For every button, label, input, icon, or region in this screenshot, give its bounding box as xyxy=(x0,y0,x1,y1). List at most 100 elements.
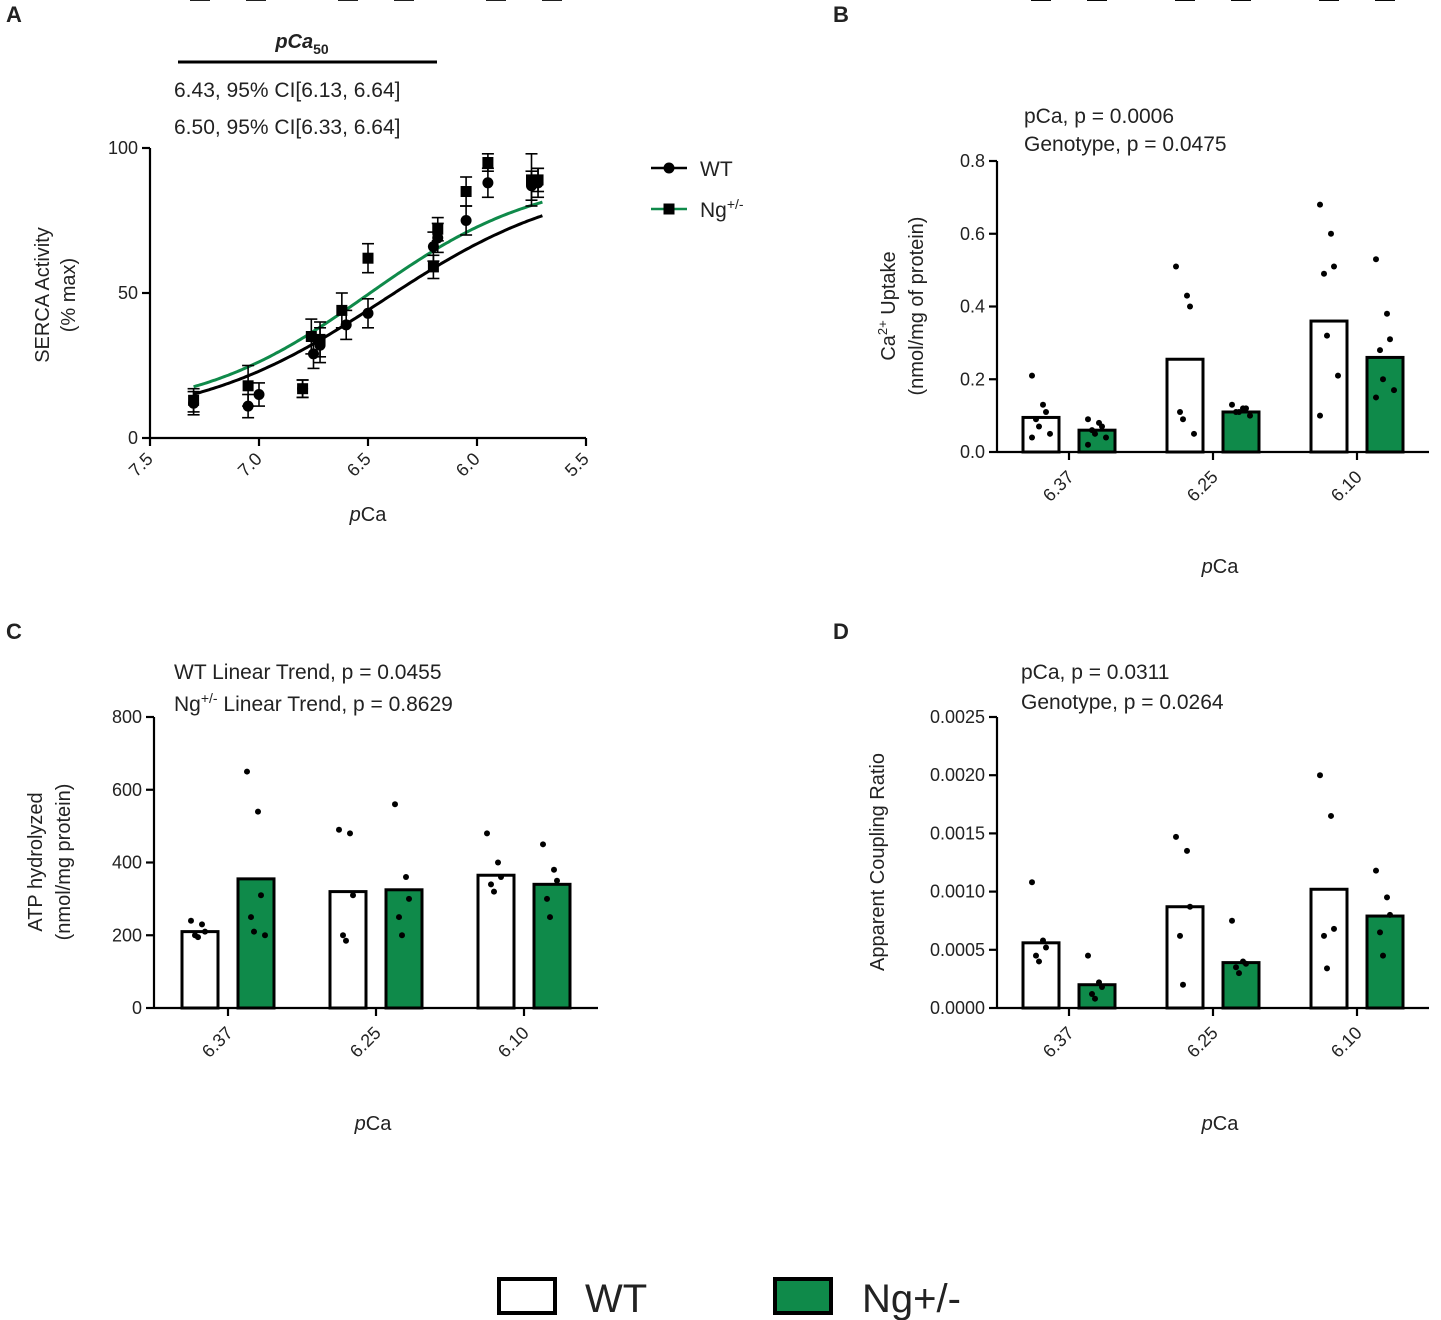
panel-d-ylabel: Apparent Coupling Ratio xyxy=(867,753,889,971)
panel-c-datapoint-ng xyxy=(255,808,261,815)
panel-c-bar-ng xyxy=(384,888,424,1010)
panel-d-ytick-label: 0.0015 xyxy=(930,823,985,843)
panel-d-ytick-label: 0.0020 xyxy=(930,765,985,785)
panel-a-xlabel-p: p xyxy=(349,504,361,526)
panel-a-ytick-label: 0 xyxy=(128,428,138,448)
panel-b-datapoint-ng xyxy=(1243,405,1249,412)
panel-a-point-ng xyxy=(482,157,494,168)
panel-b-datapoint-ng xyxy=(1373,256,1379,263)
panel-b-datapoint-wt xyxy=(1317,412,1323,419)
panel-c-datapoint-ng xyxy=(406,895,412,902)
pca50-header-main: pCa xyxy=(274,31,313,53)
legend-a-ng-label: Ng+/- xyxy=(700,196,744,222)
panel-c-ytick-label: 800 xyxy=(112,707,142,727)
panel-a-xtick-label: 6.5 xyxy=(343,449,375,481)
panel-d-datapoint-wt xyxy=(1324,965,1330,972)
panel-c-stat-1: WT Linear Trend, p = 0.0455 xyxy=(174,661,442,684)
panel-c-datapoint-wt xyxy=(195,934,201,941)
panel-b-datapoint-ng xyxy=(1380,376,1386,383)
panel-c-ytick-label: 0 xyxy=(132,998,142,1018)
panel-c-datapoint-wt xyxy=(340,932,346,939)
panel-d-xtick-label: 6.10 xyxy=(1327,1023,1366,1062)
panel-b-xtick-label: 6.37 xyxy=(1039,467,1078,506)
panel-d-datapoint-wt xyxy=(1033,952,1039,959)
panel-c-datapoint-wt xyxy=(199,921,205,928)
bottom-legend-ng-label: Ng+/- xyxy=(862,1277,961,1320)
panel-b-bar-wt xyxy=(1021,415,1061,454)
panel-c-datapoint-ng xyxy=(396,914,402,921)
panel-d-stat-2: Genotype, p = 0.0264 xyxy=(1021,691,1224,714)
bottom-legend-wt-label: WT xyxy=(585,1277,647,1320)
panel-b-xtick-label: 6.10 xyxy=(1327,467,1366,506)
panel-label-d: D xyxy=(833,619,849,644)
panel-b-datapoint-ng xyxy=(1247,412,1253,419)
panel-b-datapoint-ng xyxy=(1384,310,1390,317)
panel-d-datapoint-wt xyxy=(1321,932,1327,939)
legend-a-wt-label: WT xyxy=(700,158,733,181)
panel-b-datapoint-wt xyxy=(1184,292,1190,299)
panel-b-datapoint-ng xyxy=(1373,394,1379,401)
pca50-header: pCa50 xyxy=(274,31,329,57)
panel-a-point-ng xyxy=(305,331,317,342)
panel-d-plot: 0.0000 0.0005 0.0010 0.0015 0.0020 0.0025 6.37… xyxy=(930,0,1429,1062)
panel-d-datapoint-ng xyxy=(1373,867,1379,874)
panel-c-datapoint-ng xyxy=(544,895,550,902)
panel-b-datapoint-ng xyxy=(1092,430,1098,437)
panel-c-plot: 0 200 400 600 800 6.37 6.25 6.10 xyxy=(112,0,598,1062)
panel-b-datapoint-ng xyxy=(1229,401,1235,408)
panel-a-point-wt xyxy=(253,389,265,400)
panel-d-datapoint-wt xyxy=(1173,833,1179,840)
panel-c-ylabel-2: (nmol/mg protein) xyxy=(53,784,75,941)
panel-b-datapoint-wt xyxy=(1033,416,1039,423)
panel-d-bar-ng xyxy=(1077,983,1117,1010)
panel-a-ytick-label: 100 xyxy=(108,138,138,158)
panel-c-bar-wt xyxy=(328,890,368,1010)
panel-a-xtick-label: 6.0 xyxy=(452,449,484,481)
panel-b-xtick-label: 6.25 xyxy=(1183,467,1222,506)
panel-c-datapoint-wt xyxy=(488,881,494,888)
panel-d-datapoint-wt xyxy=(1036,958,1042,965)
panel-c-datapoint-ng xyxy=(547,914,553,921)
panel-label-b: B xyxy=(833,2,849,27)
panel-d-datapoint-ng xyxy=(1089,991,1095,998)
panel-c-xlabel-rest: Ca xyxy=(366,1113,392,1135)
panel-c-bar-wt xyxy=(476,873,516,1010)
panel-b-datapoint-wt xyxy=(1180,416,1186,423)
pca50-ng-text: 6.50, 95% CI[6.33, 6.64] xyxy=(174,116,401,139)
panel-b-datapoint-wt xyxy=(1331,263,1337,270)
panel-c-datapoint-ng xyxy=(262,932,268,939)
pca50-header-sub: 50 xyxy=(313,41,329,57)
panel-a-point-ng xyxy=(526,174,537,186)
panel-b-ytick-label: 0.8 xyxy=(960,151,985,171)
panel-b-plot: 0.0 0.2 0.4 0.6 0.8 6.37 6.25 6.10 xyxy=(960,0,1429,506)
panel-a-xtick-label: 7.5 xyxy=(125,449,157,481)
panel-a-point-ng xyxy=(336,304,348,316)
panel-d-datapoint-wt xyxy=(1317,772,1323,779)
panel-b-datapoint-wt xyxy=(1047,430,1053,437)
panel-c-datapoint-ng xyxy=(251,928,257,935)
panel-c-xlabel-p: p xyxy=(354,1113,366,1135)
panel-c-xlabel: pCa xyxy=(354,1113,393,1135)
panel-c-datapoint-ng xyxy=(258,892,264,899)
panel-c-stat-2: Ng+/- Linear Trend, p = 0.8629 xyxy=(174,690,453,716)
panel-b-ylabel-1: Ca2+ Uptake xyxy=(875,251,900,360)
panel-a-plot: 0 50 100 7.5 7.0 6.5 6.0 5.5 xyxy=(108,138,593,481)
panel-c-ylabel-1: ATP hydrolyzed xyxy=(25,792,47,931)
panel-b-datapoint-wt xyxy=(1321,270,1327,277)
panel-d-bar-wt xyxy=(1309,887,1349,1010)
panel-c-datapoint-wt xyxy=(350,892,356,899)
panel-c-datapoint-ng xyxy=(399,932,405,939)
panel-d-datapoint-ng xyxy=(1233,964,1239,971)
panel-c-xtick-label: 6.10 xyxy=(494,1023,533,1062)
panel-b-datapoint-wt xyxy=(1036,423,1042,430)
panel-b-datapoint-ng xyxy=(1236,408,1242,415)
panel-c-datapoint-ng xyxy=(403,874,409,881)
panel-b-datapoint-wt xyxy=(1173,263,1179,270)
panel-d-datapoint-wt xyxy=(1029,879,1035,886)
panel-b-ytick-label: 0.0 xyxy=(960,442,985,462)
panel-d-ytick-label: 0.0000 xyxy=(930,998,985,1018)
panel-a-point-ng xyxy=(297,383,309,395)
panel-d-bar-wt xyxy=(1021,941,1061,1010)
panel-c-datapoint-ng xyxy=(248,914,254,921)
panel-a-point-ng xyxy=(188,394,200,406)
